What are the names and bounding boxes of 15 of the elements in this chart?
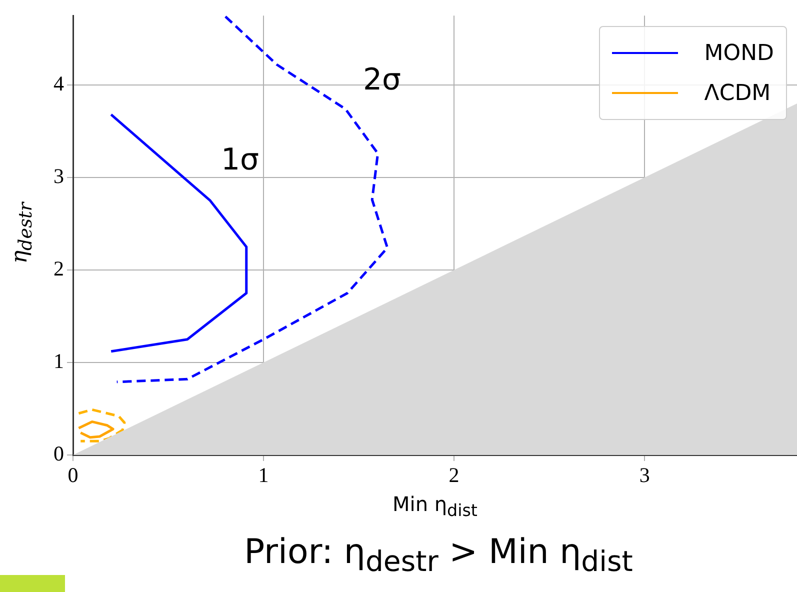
x-tick-label: 2 (448, 463, 460, 488)
x-tick-label: 3 (639, 463, 650, 488)
y-tick-label: 3 (54, 164, 64, 188)
legend-label: ΛCDM (704, 80, 771, 106)
y-tick-label: 4 (54, 71, 64, 96)
x-axis-title: Min η$_{dist}$ (392, 492, 478, 520)
y-tick-label: 0 (54, 442, 64, 466)
y-tick-label: 2 (54, 256, 64, 281)
y-tick-label: 1 (54, 349, 64, 374)
x-tick-label: 1 (258, 463, 269, 488)
legend-label: MOND (704, 40, 774, 66)
annotation: 2σ (362, 62, 402, 98)
annotation: 1σ (220, 142, 260, 178)
text: Prior: η$_{destr}$ > Min η$_{dist}$ (243, 532, 634, 578)
line-series (77, 408, 126, 442)
